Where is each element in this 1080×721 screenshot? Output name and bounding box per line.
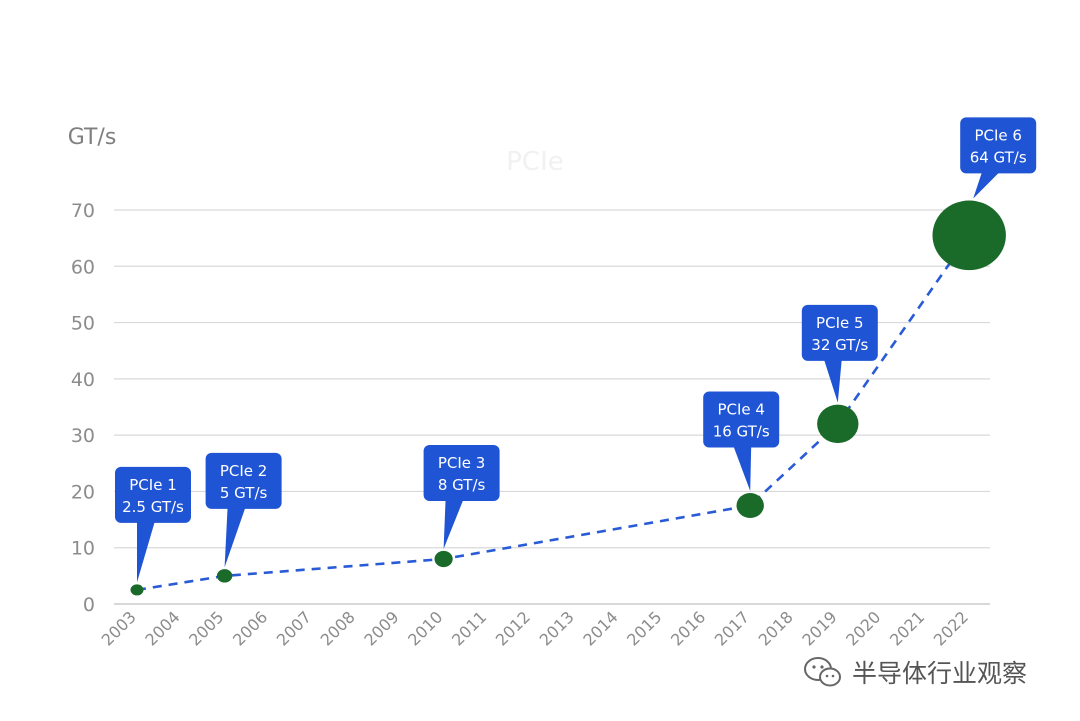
x-axis-ticks: 2003 2004 2005 2006 2007 2008 2009 2010 2011 2012… bbox=[98, 607, 972, 649]
x-tick-label: 2021 bbox=[886, 607, 928, 649]
data-point bbox=[817, 404, 859, 444]
x-tick-label: 2011 bbox=[448, 607, 490, 649]
x-tick-label: 2006 bbox=[229, 607, 271, 649]
callout-pointer bbox=[224, 506, 246, 568]
data-point bbox=[434, 550, 453, 568]
y-tick-label: 10 bbox=[71, 538, 95, 560]
watermark: 半导体行业观察 bbox=[804, 657, 1027, 688]
callout-4: PCIe 4 16 GT/s bbox=[703, 391, 780, 492]
callout-value: 32 GT/s bbox=[811, 336, 868, 354]
callout-3: PCIe 3 8 GT/s bbox=[423, 444, 500, 549]
callout-value: 8 GT/s bbox=[438, 476, 486, 494]
callout-box bbox=[960, 117, 1037, 174]
callout-label: PCIe 2 bbox=[220, 462, 267, 480]
x-tick-label: 2010 bbox=[404, 607, 446, 649]
callout-box bbox=[115, 466, 191, 523]
x-tick-label: 2012 bbox=[492, 607, 534, 649]
x-tick-label: 2005 bbox=[185, 607, 227, 649]
callout-label: PCIe 4 bbox=[717, 401, 764, 419]
x-tick-label: 2020 bbox=[842, 607, 884, 649]
callout-box bbox=[205, 452, 282, 509]
callout-box bbox=[703, 391, 780, 448]
callout-box bbox=[423, 444, 500, 501]
callout-pointer bbox=[823, 358, 842, 403]
x-tick-label: 2017 bbox=[711, 607, 753, 649]
y-tick-label: 60 bbox=[71, 256, 95, 278]
callout-1: PCIe 1 2.5 GT/s bbox=[115, 466, 191, 583]
y-tick-label: 40 bbox=[71, 369, 95, 391]
y-axis-ticks: 0 10 20 30 40 50 60 70 bbox=[71, 200, 95, 616]
callout-6: PCIe 6 64 GT/s bbox=[960, 117, 1037, 199]
callout-pointer bbox=[733, 445, 752, 492]
callout-value: 64 GT/s bbox=[970, 148, 1027, 166]
watermark-text: 半导体行业观察 bbox=[852, 659, 1027, 688]
x-tick-label: 2015 bbox=[623, 607, 665, 649]
callout-value: 16 GT/s bbox=[713, 423, 770, 441]
x-tick-label: 2013 bbox=[536, 607, 578, 649]
callout-label: PCIe 1 bbox=[129, 476, 176, 494]
y-tick-label: 70 bbox=[71, 200, 95, 222]
x-tick-label: 2016 bbox=[667, 607, 709, 649]
y-tick-label: 30 bbox=[71, 425, 95, 447]
chart-title: PCIe bbox=[506, 147, 564, 177]
x-tick-label: 2007 bbox=[273, 607, 315, 649]
x-tick-label: 2019 bbox=[798, 607, 840, 649]
x-tick-label: 2009 bbox=[360, 607, 402, 649]
callout-2: PCIe 2 5 GT/s bbox=[205, 452, 282, 568]
y-tick-label: 20 bbox=[71, 481, 95, 503]
data-point bbox=[130, 584, 144, 596]
callout-pointer bbox=[443, 498, 464, 549]
data-markers bbox=[130, 200, 1006, 596]
callout-box bbox=[801, 304, 878, 361]
data-point bbox=[736, 493, 764, 518]
x-tick-label: 2008 bbox=[317, 607, 359, 649]
callout-value: 2.5 GT/s bbox=[122, 498, 184, 516]
callout-5: PCIe 5 32 GT/s bbox=[801, 304, 878, 403]
data-point bbox=[216, 569, 233, 583]
x-tick-label: 2022 bbox=[930, 607, 972, 649]
y-axis-unit-label: GT/s bbox=[68, 125, 117, 150]
callout-pointer bbox=[973, 171, 1001, 199]
data-point bbox=[932, 200, 1006, 271]
x-tick-label: 2014 bbox=[579, 607, 621, 649]
callout-label: PCIe 3 bbox=[438, 454, 485, 472]
y-tick-label: 50 bbox=[71, 313, 95, 335]
x-tick-label: 2018 bbox=[755, 607, 797, 649]
callout-label: PCIe 5 bbox=[816, 314, 863, 332]
callout-label: PCIe 6 bbox=[974, 126, 1021, 144]
callout-pointer bbox=[137, 520, 155, 583]
wechat-icon bbox=[804, 657, 841, 687]
x-tick-label: 2003 bbox=[98, 607, 140, 649]
y-tick-label: 0 bbox=[83, 594, 95, 616]
grid-lines bbox=[114, 209, 990, 605]
callout-value: 5 GT/s bbox=[220, 484, 268, 502]
x-tick-label: 2004 bbox=[141, 607, 183, 649]
